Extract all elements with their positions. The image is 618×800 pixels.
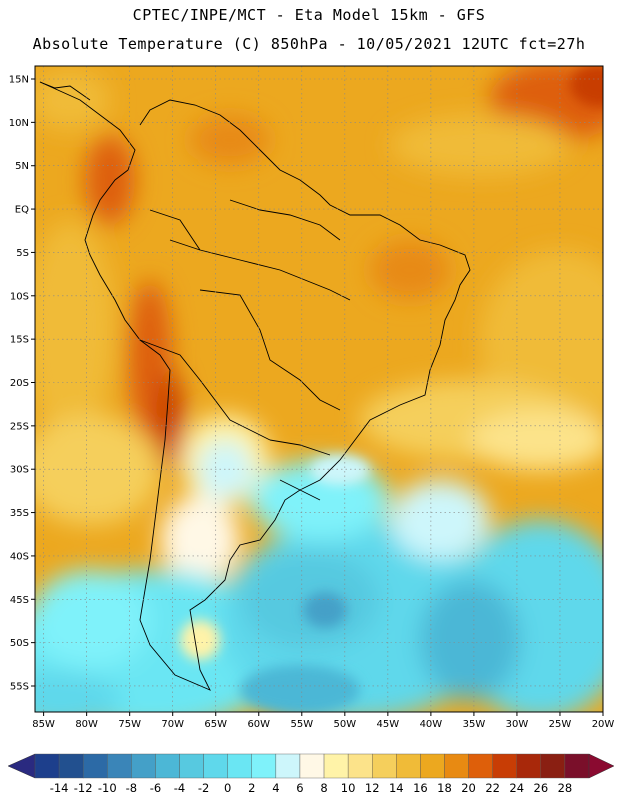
colorbar-swatch (468, 753, 493, 779)
lon-tick-label: 30W (506, 719, 529, 730)
colorbar-label: 18 (437, 781, 452, 795)
colorbar-label: 24 (509, 781, 524, 795)
colorbar-label: 8 (320, 781, 327, 795)
colorbar-swatch (347, 753, 373, 779)
lat-tick-label: 50S (10, 638, 29, 649)
colorbar-over-arrow (588, 753, 615, 779)
lat-tick-label: EQ (15, 205, 29, 216)
colorbar-swatch (203, 753, 228, 779)
lat-tick-label: 5S (16, 248, 29, 259)
colorbar-swatch (275, 753, 301, 779)
lon-tick-label: 80W (75, 719, 98, 730)
colorbar-label: -14 (50, 781, 69, 795)
lon-tick-label: 55W (290, 719, 313, 730)
colorbar-label: 0 (224, 781, 231, 795)
colorbar-swatch (299, 753, 325, 779)
colorbar-swatch (444, 753, 469, 779)
colorbar-label: 28 (558, 781, 573, 795)
temperature-field (35, 66, 603, 712)
colorbar-swatch (372, 753, 397, 779)
colorbar-label: 22 (485, 781, 500, 795)
colorbar-label: 2 (248, 781, 255, 795)
lon-tick-label: 75W (118, 719, 141, 730)
colorbar-label: 20 (461, 781, 476, 795)
colorbar-label: 4 (272, 781, 279, 795)
colorbar-swatch (179, 753, 204, 779)
colorbar-swatch (323, 753, 349, 779)
lat-tick-label: 40S (10, 551, 29, 562)
lon-tick-label: 70W (161, 719, 184, 730)
colorbar-swatch (251, 753, 277, 779)
lat-tick-label: 25S (10, 421, 29, 432)
colorbar-swatch (492, 753, 517, 779)
lon-tick-label: 45W (377, 719, 400, 730)
colorbar-swatch (107, 753, 132, 779)
colorbar-swatch (155, 753, 180, 779)
colorbar-label: -4 (174, 781, 185, 795)
map-title-line1: CPTEC/INPE/MCT - Eta Model 15km - GFS (132, 6, 486, 24)
colorbar-swatch (82, 753, 108, 779)
colorbar-label: 6 (296, 781, 303, 795)
lon-tick-label: 40W (420, 719, 443, 730)
lat-tick-label: 35S (10, 508, 29, 519)
colorbar-label: -12 (74, 781, 93, 795)
colorbar-label: -10 (98, 781, 117, 795)
colorbar-swatch (58, 753, 84, 779)
lat-tick-label: 10S (10, 291, 29, 302)
lat-tick-label: 20S (10, 378, 29, 389)
colorbar-swatch (516, 753, 542, 779)
lon-tick-label: 60W (247, 719, 270, 730)
lon-tick-label: 85W (32, 719, 55, 730)
map-frame (34, 65, 604, 713)
colorbar-label: 12 (365, 781, 380, 795)
lon-tick-label: 65W (204, 719, 227, 730)
lat-tick-label: 15S (10, 335, 29, 346)
lon-tick-label: 50W (334, 719, 357, 730)
lat-tick-label: 10N (9, 118, 29, 129)
longitude-axis: 85W 80W 75W 70W 65W 60W 55W 50W 45W 40W 35W 30W 25W 2… (32, 712, 614, 730)
map-title-line2: Absolute Temperature (C) 850hPa - 10/05/… (32, 35, 586, 53)
colorbar-swatch (420, 753, 445, 779)
colorbar-label: 10 (341, 781, 356, 795)
latitude-axis: 15N 10N 5N EQ 5S 10S 15S 20S 25S 30S 35S 40S 45S 50S 5… (9, 75, 35, 692)
lon-tick-label: 25W (549, 719, 572, 730)
lon-tick-label: 20W (592, 719, 615, 730)
lat-tick-label: 15N (9, 75, 29, 86)
lat-tick-label: 55S (10, 681, 29, 692)
colorbar-label: 14 (389, 781, 404, 795)
colorbar-swatch (34, 753, 60, 779)
lat-tick-label: 45S (10, 595, 29, 606)
colorbar-swatch (540, 753, 566, 779)
colorbar-label: -6 (150, 781, 161, 795)
lon-tick-label: 35W (463, 719, 486, 730)
colorbar-label: 16 (413, 781, 428, 795)
colorbar-swatch (396, 753, 421, 779)
lat-tick-label: 30S (10, 465, 29, 476)
colorbar-label: 26 (534, 781, 549, 795)
colorbar-swatch (564, 753, 590, 779)
colorbar-under-arrow (7, 753, 36, 779)
colorbar-swatch (227, 753, 252, 779)
colorbar-swatch (131, 753, 156, 779)
lat-tick-label: 5N (15, 161, 29, 172)
colorbar-label: -8 (126, 781, 137, 795)
colorbar-label: -2 (198, 781, 209, 795)
coastline (39, 81, 471, 691)
graticule (35, 66, 604, 712)
